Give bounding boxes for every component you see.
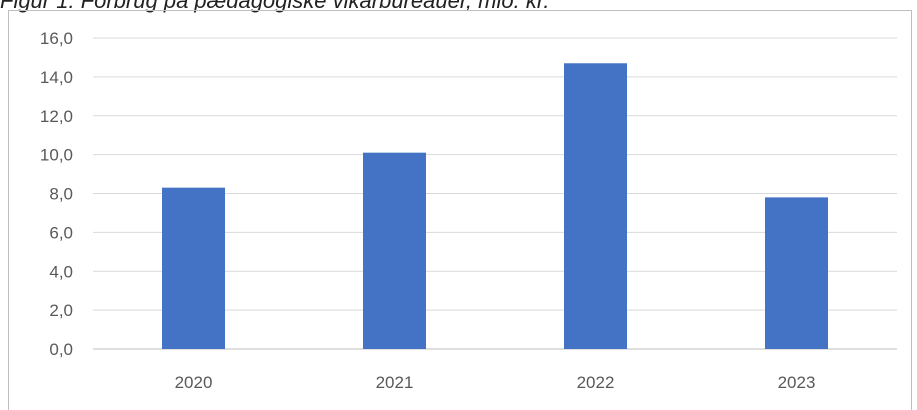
y-tick-label: 0,0 — [49, 340, 73, 359]
y-tick-label: 14,0 — [40, 68, 73, 87]
y-tick-label: 6,0 — [49, 223, 73, 242]
bar-2022 — [564, 63, 627, 350]
x-tick-label: 2023 — [778, 373, 816, 392]
x-tick-label: 2020 — [175, 373, 213, 392]
y-tick-label: 4,0 — [49, 262, 73, 281]
y-tick-label: 12,0 — [40, 107, 73, 126]
y-tick-label: 2,0 — [49, 301, 73, 320]
chart-caption: Figur 1: Forbrug på pædagogiske vikarbur… — [0, 0, 550, 13]
y-tick-label: 8,0 — [49, 185, 73, 204]
chart-frame — [8, 10, 912, 410]
y-tick-label: 10,0 — [40, 146, 73, 165]
bar-2023 — [765, 197, 828, 349]
x-tick-label: 2021 — [376, 373, 414, 392]
y-tick-label: 16,0 — [40, 29, 73, 48]
bar-2020 — [162, 187, 225, 349]
bar-2021 — [363, 152, 426, 349]
x-tick-label: 2022 — [577, 373, 615, 392]
